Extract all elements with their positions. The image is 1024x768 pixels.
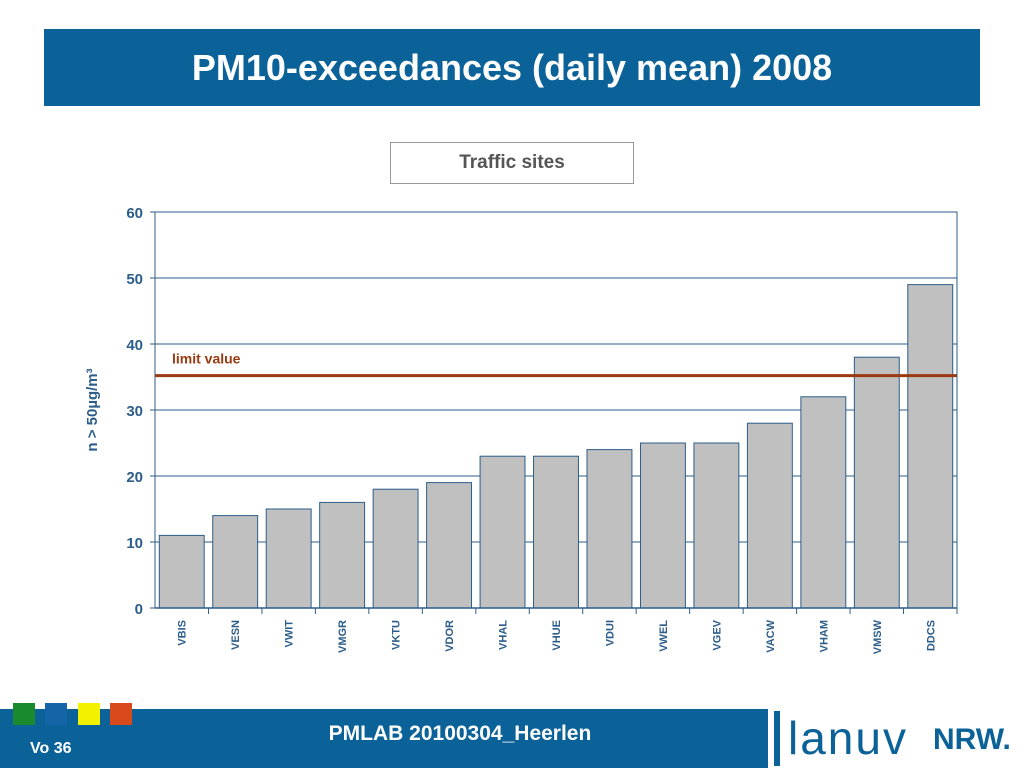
bar xyxy=(319,501,366,609)
x-tick-label: VACW xyxy=(765,619,777,652)
color-square xyxy=(13,703,35,725)
logo-text: lanuv xyxy=(788,712,908,764)
bar xyxy=(479,455,526,609)
x-tick-label: VMGR xyxy=(337,620,349,653)
limit-label: limit value xyxy=(172,351,241,367)
y-tick-label: 40 xyxy=(126,337,143,354)
bar-chart: 0 10 20 30 40 50 60 VBIS VESN VWIT VMGR VKTU VDOR VHA… xyxy=(84,205,958,654)
y-tick-label: 50 xyxy=(126,271,143,288)
y-tick-label: 30 xyxy=(126,403,143,420)
y-tick-label: 20 xyxy=(126,469,143,486)
bar xyxy=(639,442,686,609)
logo-bar xyxy=(774,711,780,766)
bar xyxy=(265,508,312,609)
y-axis-label: n > 50µg/m³ xyxy=(84,368,101,451)
y-tick-label: 60 xyxy=(126,205,143,222)
chart-title: Traffic sites xyxy=(390,142,634,184)
footer-label: PMLAB 20100304_Heerlen xyxy=(328,722,592,745)
x-tick-label: VDOR xyxy=(444,620,456,652)
x-tick-label: VHAM xyxy=(818,620,830,652)
lanuv-logo: lanuv NRW. xyxy=(768,709,1024,768)
bar xyxy=(853,356,900,609)
bar xyxy=(586,449,633,609)
bar xyxy=(746,422,793,609)
x-tick-label: VHUE xyxy=(551,620,563,651)
bar xyxy=(158,534,205,609)
bar xyxy=(426,482,473,609)
x-tick-label: DDCS xyxy=(925,620,937,651)
x-tick-label: VMSW xyxy=(872,619,884,654)
logo-nrw: NRW. xyxy=(933,723,1011,756)
bar xyxy=(693,442,740,609)
color-square xyxy=(45,703,67,725)
x-tick-label: VHAL xyxy=(498,620,510,650)
bar xyxy=(212,515,259,609)
bar xyxy=(800,396,847,609)
slide-number: Vo 36 xyxy=(30,740,72,757)
x-tick-label: VKTU xyxy=(391,620,403,650)
x-tick-label: VGEV xyxy=(711,619,723,650)
bar xyxy=(372,488,419,609)
x-tick-label: VWEL xyxy=(658,620,670,652)
x-tick-label: VBIS xyxy=(177,620,189,646)
x-tick-label: VWIT xyxy=(284,620,296,648)
x-tick-label: VDUI xyxy=(604,620,616,646)
bar xyxy=(533,455,579,609)
color-square xyxy=(110,703,132,725)
bar xyxy=(907,284,954,609)
x-tick-label: VESN xyxy=(230,620,242,650)
y-tick-label: 0 xyxy=(135,601,143,618)
color-square xyxy=(78,703,100,725)
slide-title: PM10-exceedances (daily mean) 2008 xyxy=(191,46,833,88)
title-bar: PM10-exceedances (daily mean) 2008 xyxy=(44,29,980,106)
y-tick-label: 10 xyxy=(126,535,143,552)
